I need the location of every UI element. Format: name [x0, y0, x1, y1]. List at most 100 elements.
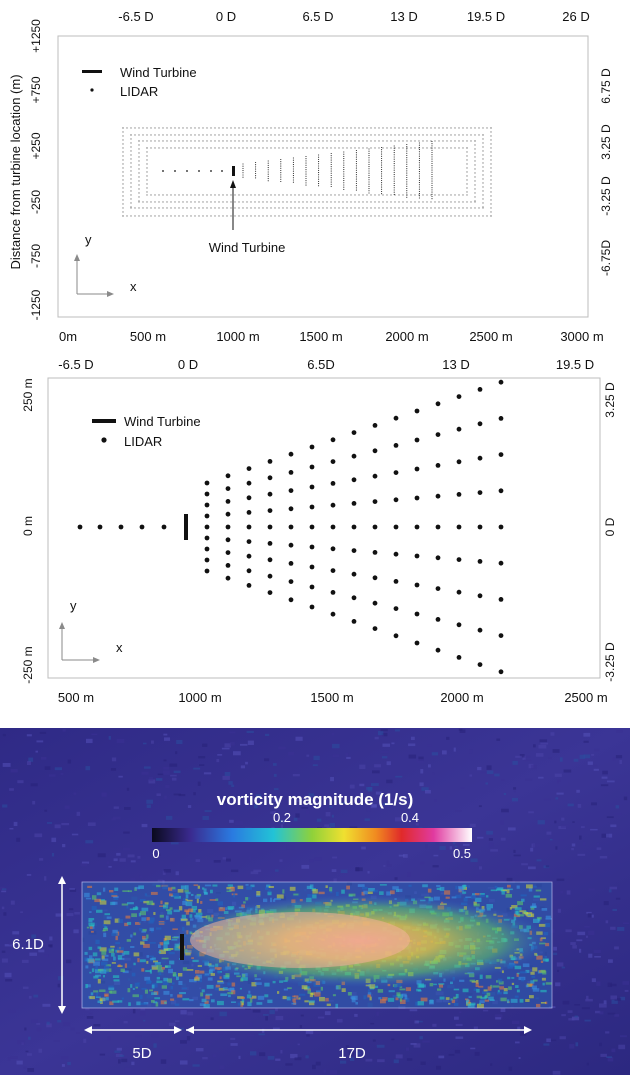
- turbulence-speck: [530, 980, 535, 984]
- turbulence-speck: [43, 954, 49, 958]
- turbulence-speck: [612, 757, 616, 761]
- lidar-point: [161, 524, 167, 530]
- grid-dot: [418, 127, 420, 129]
- turbulence-speck: [222, 987, 228, 991]
- grid-dot: [282, 215, 284, 217]
- grid-dot: [406, 134, 408, 136]
- turbulence-speck: [266, 884, 271, 888]
- lidar-point: [343, 153, 345, 155]
- turbulence-speck: [519, 910, 527, 913]
- lidar-point: [242, 174, 244, 176]
- grid-dot: [470, 207, 472, 209]
- grid-dot: [414, 127, 416, 129]
- grid-dot: [474, 164, 476, 166]
- lidar-point: [343, 158, 345, 160]
- turbulence-speck: [536, 1003, 541, 1008]
- turbulence-speck: [438, 983, 445, 985]
- grid-dot: [290, 140, 292, 142]
- grid-dot: [394, 140, 396, 142]
- lidar-point: [498, 633, 504, 638]
- grid-dot: [438, 147, 440, 149]
- turbulence-speck: [501, 970, 504, 974]
- grid-dot: [302, 147, 304, 149]
- turbulence-speck: [455, 1023, 463, 1027]
- lidar-point: [393, 147, 395, 149]
- turbulence-speck: [156, 927, 162, 930]
- grid-dot: [178, 147, 180, 149]
- lidar-point: [406, 159, 408, 161]
- grid-dot: [474, 200, 476, 202]
- turbulence-speck: [611, 1048, 616, 1053]
- lidar-point: [246, 480, 252, 486]
- turbulence-speck: [202, 1057, 208, 1060]
- lidar-scan-points: [162, 140, 433, 200]
- lidar-point: [242, 165, 244, 167]
- turbulence-speck: [485, 782, 489, 785]
- turbulence-speck: [559, 757, 563, 762]
- grid-dot: [270, 127, 272, 129]
- top-axis-label: 13 D: [390, 9, 417, 24]
- grid-dot: [194, 215, 196, 217]
- turbulence-speck: [186, 969, 194, 971]
- turbulence-speck: [359, 764, 366, 770]
- lidar-point: [351, 595, 357, 601]
- turbulence-speck: [93, 975, 99, 979]
- wind-turbine-icon: [92, 419, 116, 423]
- grid-dot: [142, 207, 144, 209]
- top-axis-label: 19.5 D: [556, 357, 594, 372]
- turbulence-speck: [158, 951, 161, 954]
- lidar-point: [305, 177, 307, 180]
- turbulence-speck: [484, 999, 490, 1002]
- grid-dot: [146, 140, 148, 142]
- turbulence-speck: [84, 892, 90, 898]
- plot-frame: [47, 377, 601, 679]
- turbulence-speck: [539, 898, 547, 901]
- grid-dot: [182, 147, 184, 149]
- turbulence-speck: [38, 949, 45, 953]
- lidar-point: [330, 172, 332, 174]
- grid-dot: [234, 207, 236, 209]
- turbulence-speck: [501, 889, 508, 892]
- turbulence-speck: [138, 912, 141, 917]
- turbulence-speck: [615, 897, 621, 900]
- lidar-point: [309, 464, 315, 470]
- turbulence-speck: [112, 975, 120, 979]
- turbulence-speck: [378, 730, 384, 736]
- lidar-point: [305, 175, 307, 177]
- lidar-point: [393, 470, 399, 475]
- turbulence-speck: [545, 1001, 548, 1005]
- turbulence-speck: [86, 984, 91, 988]
- turbulence-speck: [120, 968, 125, 973]
- turbulence-speck: [380, 999, 386, 1004]
- top-axis-label: 0 D: [178, 357, 198, 372]
- turbulence-speck: [323, 1069, 326, 1073]
- turbulence-speck: [554, 820, 557, 824]
- grid-dot: [146, 201, 148, 203]
- lidar-point: [368, 152, 370, 154]
- grid-dot: [226, 201, 228, 203]
- turbulence-speck: [586, 995, 589, 1000]
- grid-dot: [334, 127, 336, 129]
- grid-dot: [482, 174, 484, 176]
- lidar-point: [393, 187, 395, 189]
- lidar-point: [318, 169, 320, 171]
- turbulence-speck: [87, 958, 95, 963]
- grid-dot: [326, 147, 328, 149]
- lidar-point: [393, 180, 395, 182]
- annotation-arrow-head: [230, 180, 236, 188]
- grid-dot: [370, 147, 372, 149]
- lidar-point: [242, 176, 244, 178]
- turbulence-speck: [85, 897, 92, 900]
- turbulence-speck: [557, 779, 561, 782]
- turbulence-speck: [200, 992, 204, 997]
- grid-dot: [158, 140, 160, 142]
- turbulence-speck: [359, 792, 363, 796]
- grid-dot: [282, 194, 284, 196]
- grid-dot: [442, 215, 444, 217]
- grid-dot: [130, 207, 132, 209]
- turbulence-speck: [373, 889, 379, 893]
- grid-dot: [194, 201, 196, 203]
- turbulence-speck: [166, 978, 173, 983]
- turbulence-speck: [507, 999, 510, 1004]
- lidar-point: [418, 177, 420, 179]
